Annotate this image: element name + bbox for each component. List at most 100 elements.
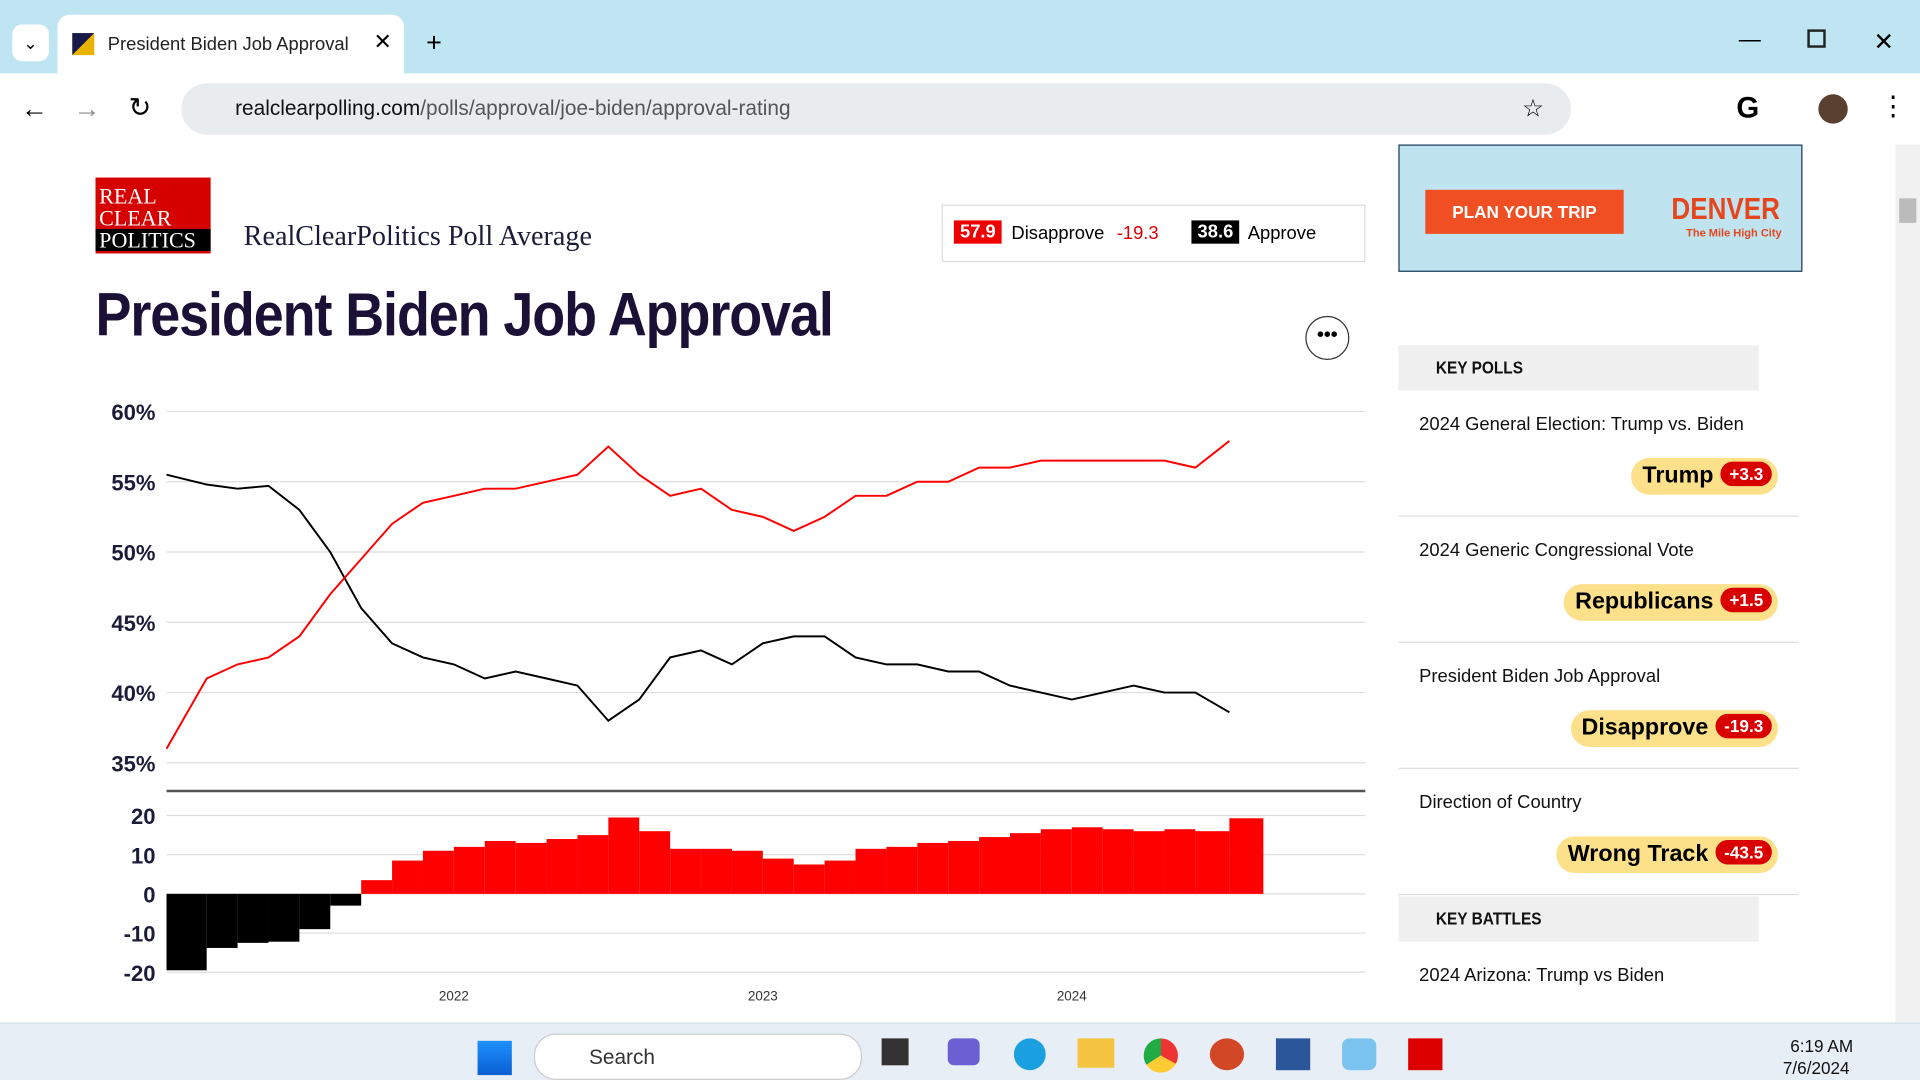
- y-tick-label: 35%: [111, 751, 156, 776]
- line: [166, 473, 1230, 723]
- bookmark[interactable]: ☆: [1522, 95, 1545, 123]
- bar: [762, 858, 794, 894]
- forward[interactable]: →: [73, 93, 101, 124]
- poll-leader: Disapprove: [1581, 715, 1709, 741]
- poll-title[interactable]: Direction of Country: [1419, 792, 1582, 814]
- battle-title[interactable]: 2024 Arizona: Trump vs Biden: [1419, 964, 1665, 986]
- poll-leader: Wrong Track: [1567, 841, 1709, 867]
- url: realclearpolling.com/polls/approval/joe-…: [235, 97, 790, 121]
- approve-label: Approve: [1247, 222, 1317, 244]
- bar: [577, 835, 609, 894]
- poll-leader: Republicans: [1575, 588, 1714, 615]
- tab-search[interactable]: ⌄: [12, 24, 49, 62]
- bar: [948, 840, 980, 894]
- poll-title[interactable]: 2024 Generic Congressional Vote: [1419, 540, 1694, 561]
- separator: [1398, 515, 1799, 517]
- ad[interactable]: PLAN YOUR TRIP DENVER The Mile High City: [1398, 144, 1803, 272]
- summary-box: 57.9 Disapprove -19.3 38.6 Approve: [941, 204, 1366, 263]
- spread: -19.3: [1116, 222, 1159, 244]
- bar: [701, 848, 732, 894]
- app-icon[interactable]: [1342, 1038, 1377, 1071]
- poll-spread: +3.3: [1720, 461, 1772, 487]
- poll-badge[interactable]: Disapprove -19.3: [1570, 710, 1778, 747]
- taskbar-search[interactable]: Search: [533, 1033, 863, 1080]
- bar: [886, 846, 918, 894]
- bar: [639, 831, 671, 894]
- tab-close[interactable]: ✕: [373, 29, 392, 54]
- poll-leader: Trump: [1642, 462, 1714, 489]
- profile[interactable]: [1818, 94, 1848, 124]
- bar: [1040, 829, 1072, 894]
- poll-title[interactable]: 2024 General Election: Trump vs. Biden: [1419, 413, 1744, 435]
- scroll-thumb[interactable]: [1899, 198, 1917, 223]
- google[interactable]: G: [1736, 91, 1760, 125]
- bar: [917, 842, 949, 894]
- options[interactable]: •••: [1305, 315, 1350, 361]
- bar: [1071, 827, 1103, 894]
- app-icon[interactable]: [881, 1038, 909, 1066]
- bar: [1195, 831, 1230, 894]
- start[interactable]: [477, 1040, 512, 1076]
- x-tick-label: 2023: [748, 988, 778, 1003]
- app-icon[interactable]: [1408, 1038, 1443, 1071]
- poll-spread: -19.3: [1715, 713, 1772, 739]
- section-header: KEY BATTLES: [1398, 896, 1759, 942]
- restore[interactable]: [1807, 29, 1826, 48]
- reload[interactable]: ↻: [128, 91, 152, 123]
- minimize[interactable]: —: [1738, 26, 1761, 52]
- bar: [206, 893, 238, 948]
- poll-badge[interactable]: Republicans +1.5: [1564, 584, 1778, 621]
- menu[interactable]: ⋮: [1879, 90, 1907, 122]
- y-tick-label: -20: [124, 961, 156, 986]
- app-icon[interactable]: [1013, 1038, 1046, 1071]
- y-tick-label: 20: [131, 804, 156, 829]
- bar: [166, 893, 207, 971]
- bar: [979, 837, 1010, 894]
- line: [165, 440, 1230, 750]
- x-tick-label: 2022: [439, 988, 469, 1003]
- logo-line: REAL: [99, 183, 157, 209]
- y-tick-label: 60%: [111, 400, 156, 425]
- separator: [1398, 893, 1799, 896]
- poll-title[interactable]: President Biden Job Approval: [1419, 666, 1661, 687]
- app-icon[interactable]: [1077, 1038, 1115, 1068]
- app-icon[interactable]: [1275, 1038, 1311, 1071]
- chart: 60% 55% 50% 45% 40% 35% 20 10 0 -10 -20 2022 2023 202…: [111, 400, 1366, 1003]
- tab-title: President Biden Job Approval R: [107, 34, 353, 56]
- y-tick-label: 45%: [111, 611, 156, 636]
- ad-tagline: The Mile High City: [1686, 226, 1782, 239]
- bar: [670, 848, 702, 894]
- bar: [824, 860, 856, 894]
- x-tick-label: 2024: [1057, 988, 1087, 1003]
- ad-button[interactable]: PLAN YOUR TRIP: [1425, 189, 1624, 234]
- app-icon[interactable]: [1209, 1038, 1245, 1071]
- taskbar: Search 6:19 AM 7/6/2024: [0, 1022, 1920, 1080]
- app-icon[interactable]: [947, 1038, 980, 1066]
- back[interactable]: ←: [20, 93, 48, 124]
- poll-badge[interactable]: Trump +3.3: [1631, 457, 1778, 495]
- address-bar[interactable]: realclearpolling.com/polls/approval/joe-…: [181, 83, 1572, 135]
- new-tab[interactable]: +: [426, 26, 442, 58]
- clock-date: 7/6/2024: [1782, 1057, 1850, 1078]
- bar: [330, 893, 362, 906]
- favicon: [72, 33, 95, 56]
- logo[interactable]: REAL CLEAR POLITICS: [95, 177, 211, 254]
- clock-time: 6:19 AM: [1790, 1035, 1854, 1056]
- bar: [1009, 833, 1041, 894]
- tab[interactable]: President Biden Job Approval R ✕: [57, 14, 405, 74]
- section-header: KEY POLLS: [1398, 345, 1759, 391]
- logo-line: POLITICS: [95, 229, 211, 252]
- bar: [1164, 829, 1196, 894]
- bar: [793, 864, 825, 894]
- close-window[interactable]: ✕: [1873, 29, 1894, 57]
- app-icon[interactable]: [1143, 1038, 1178, 1073]
- url-domain: realclearpolling.com: [235, 96, 421, 121]
- bar: [1229, 818, 1264, 894]
- separator: [1398, 767, 1799, 769]
- poll-badge[interactable]: Wrong Track -43.5: [1556, 836, 1778, 874]
- logo-line: CLEAR: [99, 205, 172, 231]
- scrollbar[interactable]: [1895, 144, 1920, 1023]
- y-tick-label: 0: [143, 882, 155, 907]
- disapprove-value: 57.9: [953, 220, 1002, 244]
